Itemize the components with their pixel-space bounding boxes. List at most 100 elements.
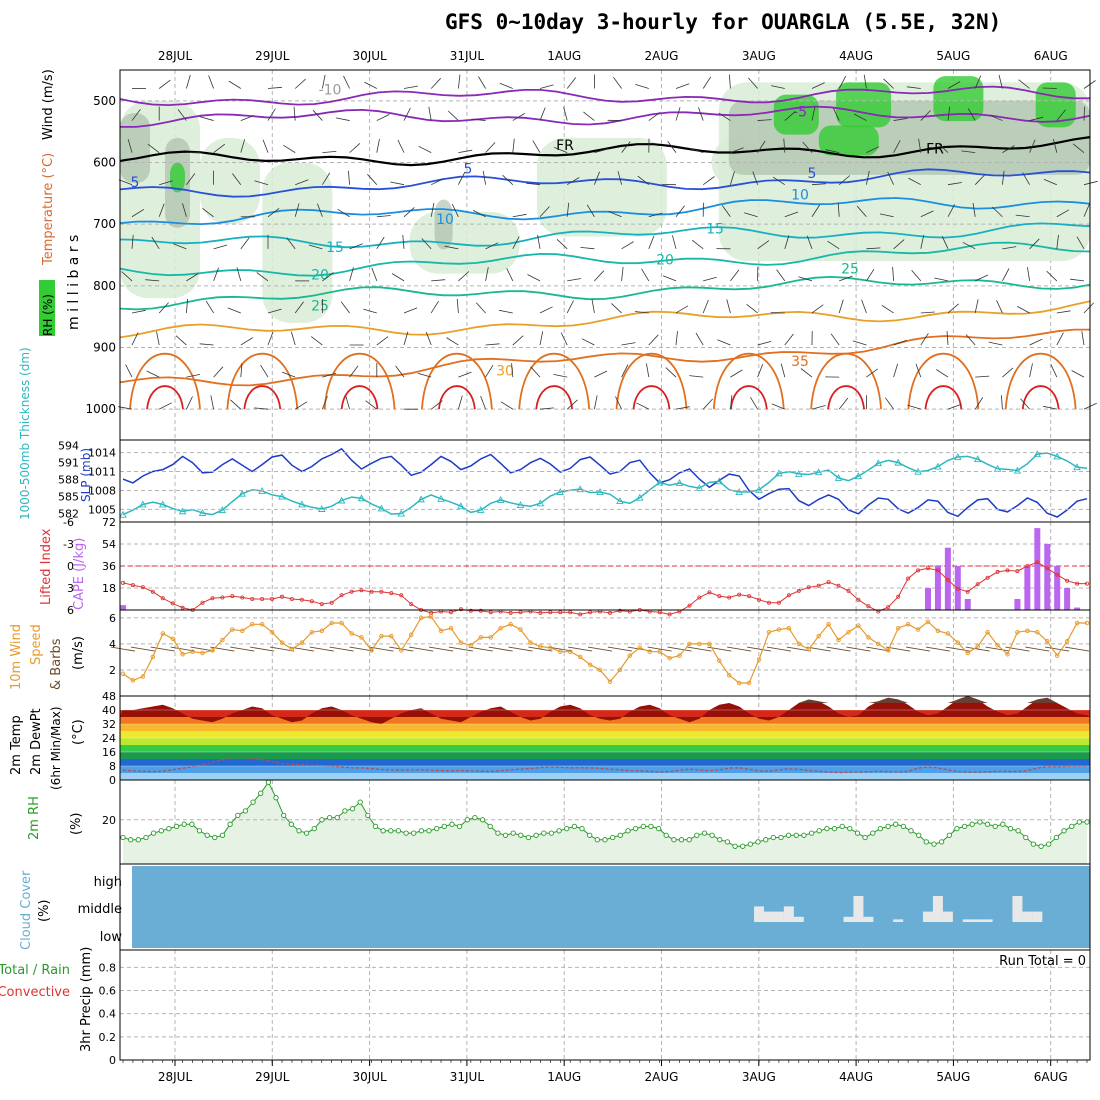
wind-barb — [784, 235, 790, 249]
wind-speed-marker — [985, 629, 990, 635]
wind-barb — [186, 298, 188, 314]
wind-barb — [322, 272, 334, 282]
wind-barb-10m — [746, 646, 772, 652]
rh2m-marker — [235, 812, 241, 819]
wind-speed-marker — [220, 637, 225, 643]
wind-barb — [832, 107, 840, 121]
lifted-index-marker — [250, 597, 255, 602]
surface-isotherm-hot — [438, 385, 476, 410]
cloud-layer-label: high — [94, 875, 122, 890]
wind-barb — [430, 202, 435, 217]
wind-barb — [294, 203, 300, 217]
wind-barb — [213, 244, 228, 250]
wind-barb-10m — [707, 646, 732, 652]
wind-barb — [975, 274, 989, 282]
wind-barb — [527, 274, 541, 282]
wind-barb — [403, 85, 418, 89]
wind-barb — [591, 299, 595, 314]
wind-barb — [594, 395, 598, 410]
wind-barb — [915, 363, 922, 378]
rh2m-marker — [854, 830, 861, 836]
wind-barb — [757, 140, 766, 153]
wind-barb — [646, 363, 650, 378]
lifted-index-marker — [786, 593, 791, 598]
wind-barb — [1083, 203, 1090, 217]
isotherm-line — [119, 222, 1091, 249]
rh2m-marker — [571, 823, 578, 830]
temp-color-band — [120, 759, 1090, 766]
lifted-index-axis-label: Lifted Index — [39, 528, 54, 605]
wind-barb — [811, 405, 826, 410]
pressure-tick-label: 1000 — [85, 402, 116, 416]
wind-barb — [566, 177, 580, 186]
rh2m-marker — [1015, 828, 1021, 834]
thickness-marker — [755, 485, 763, 493]
bottom-axis-date-label: 5AUG — [936, 1070, 970, 1084]
wind-barb — [511, 363, 514, 378]
lifted-index-marker — [697, 595, 702, 600]
wind-barb — [811, 82, 825, 89]
wind-barb — [811, 183, 827, 186]
rh2m-marker — [839, 823, 845, 830]
cloud-middle-bar — [1012, 896, 1023, 922]
thickness-marker — [636, 493, 644, 501]
wind-barb — [947, 204, 955, 217]
lifted-index-marker — [389, 591, 394, 596]
rh2m-area — [123, 782, 1087, 864]
wind-barb-10m — [806, 646, 831, 652]
wind-barb — [121, 271, 133, 282]
temp-tick-label: 24 — [102, 732, 116, 745]
wind-barb — [648, 111, 661, 121]
thickness-tick-label: 588 — [58, 474, 79, 487]
rh2m-marker — [1000, 821, 1006, 827]
wind-barb — [262, 139, 269, 153]
lifted-index-marker — [409, 602, 414, 607]
precip-tick-label: 0.8 — [99, 961, 117, 974]
rh-shading — [262, 162, 333, 323]
wind-speed-marker — [895, 625, 901, 631]
lifted-index-marker — [180, 605, 185, 610]
cape-bar — [944, 547, 951, 610]
wind-speed-marker — [359, 635, 364, 640]
isotherm-label: FR — [926, 141, 944, 157]
cape-bar — [964, 599, 971, 610]
wind-barb-10m — [468, 646, 493, 652]
wind-barb — [118, 179, 133, 186]
isotherm-label: 30 — [496, 363, 514, 379]
rh2m-marker — [564, 825, 570, 832]
temp-color-band — [120, 738, 1090, 745]
wind-barb-10m — [925, 646, 951, 652]
temp-color-band — [120, 766, 1090, 773]
wind-barb — [202, 207, 214, 218]
rh2m-marker — [763, 837, 769, 843]
li-tick-label: 3 — [67, 582, 74, 595]
wind-barb — [322, 151, 337, 154]
wind-speed-marker — [1025, 628, 1030, 634]
cape-bar — [934, 566, 941, 610]
lifted-index-marker — [508, 610, 513, 615]
wind-barb — [283, 144, 296, 153]
thickness-marker — [795, 469, 803, 477]
dewpoint-line — [122, 756, 1088, 774]
wind-tick-label: 4 — [109, 638, 116, 651]
li-tick-label: -3 — [63, 538, 74, 551]
wind-speed-marker — [905, 622, 911, 627]
thickness-marker — [437, 494, 445, 502]
rh2m-marker — [678, 837, 685, 843]
thickness-marker — [874, 459, 883, 467]
wind-speed-marker — [448, 625, 454, 631]
wind-barb — [594, 270, 605, 282]
wind-barb — [838, 175, 851, 186]
wind-barb — [365, 400, 378, 410]
thickness-tick-label: 594 — [58, 440, 79, 453]
wind-barb — [695, 332, 704, 346]
wind-barb — [364, 81, 377, 89]
rh2m-marker — [242, 808, 249, 814]
wind-barb — [637, 175, 650, 186]
lifted-index-marker — [846, 588, 851, 593]
lifted-index-marker — [150, 589, 155, 594]
wind-barb — [1083, 106, 1085, 121]
rh2m-marker — [808, 830, 815, 836]
cape-tick-label: 72 — [102, 516, 116, 529]
wind-speed-marker — [955, 640, 961, 645]
